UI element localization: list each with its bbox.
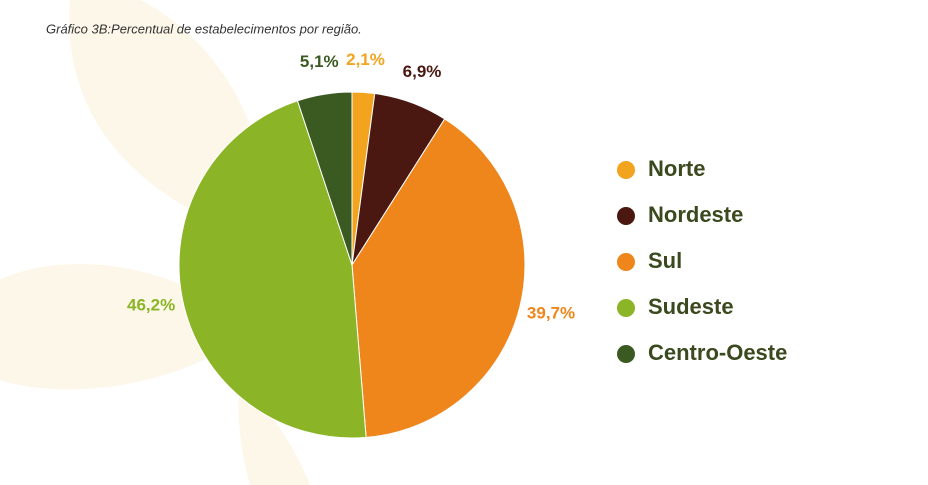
legend-label: Sudeste [648, 294, 734, 319]
legend-label: Nordeste [648, 202, 743, 227]
data-label: 6,9% [403, 62, 442, 81]
pie-slice [178, 100, 367, 439]
legend-label: Sul [648, 248, 682, 273]
data-label: 5,1% [300, 52, 339, 71]
pie-slice [351, 118, 526, 438]
legend-label: Norte [648, 156, 705, 181]
legend-label: Centro-Oeste [648, 340, 787, 365]
legend-marker [617, 207, 635, 225]
chart-title: Gráfico 3B:Percentual de estabelecimento… [46, 21, 362, 36]
data-label: 2,1% [346, 50, 385, 69]
legend-marker [617, 161, 635, 179]
data-label: 46,2% [127, 295, 175, 314]
data-label: 39,7% [527, 304, 575, 323]
legend-marker [617, 253, 635, 271]
legend-marker [617, 345, 635, 363]
pie-slice [296, 91, 353, 266]
legend-marker [617, 299, 635, 317]
